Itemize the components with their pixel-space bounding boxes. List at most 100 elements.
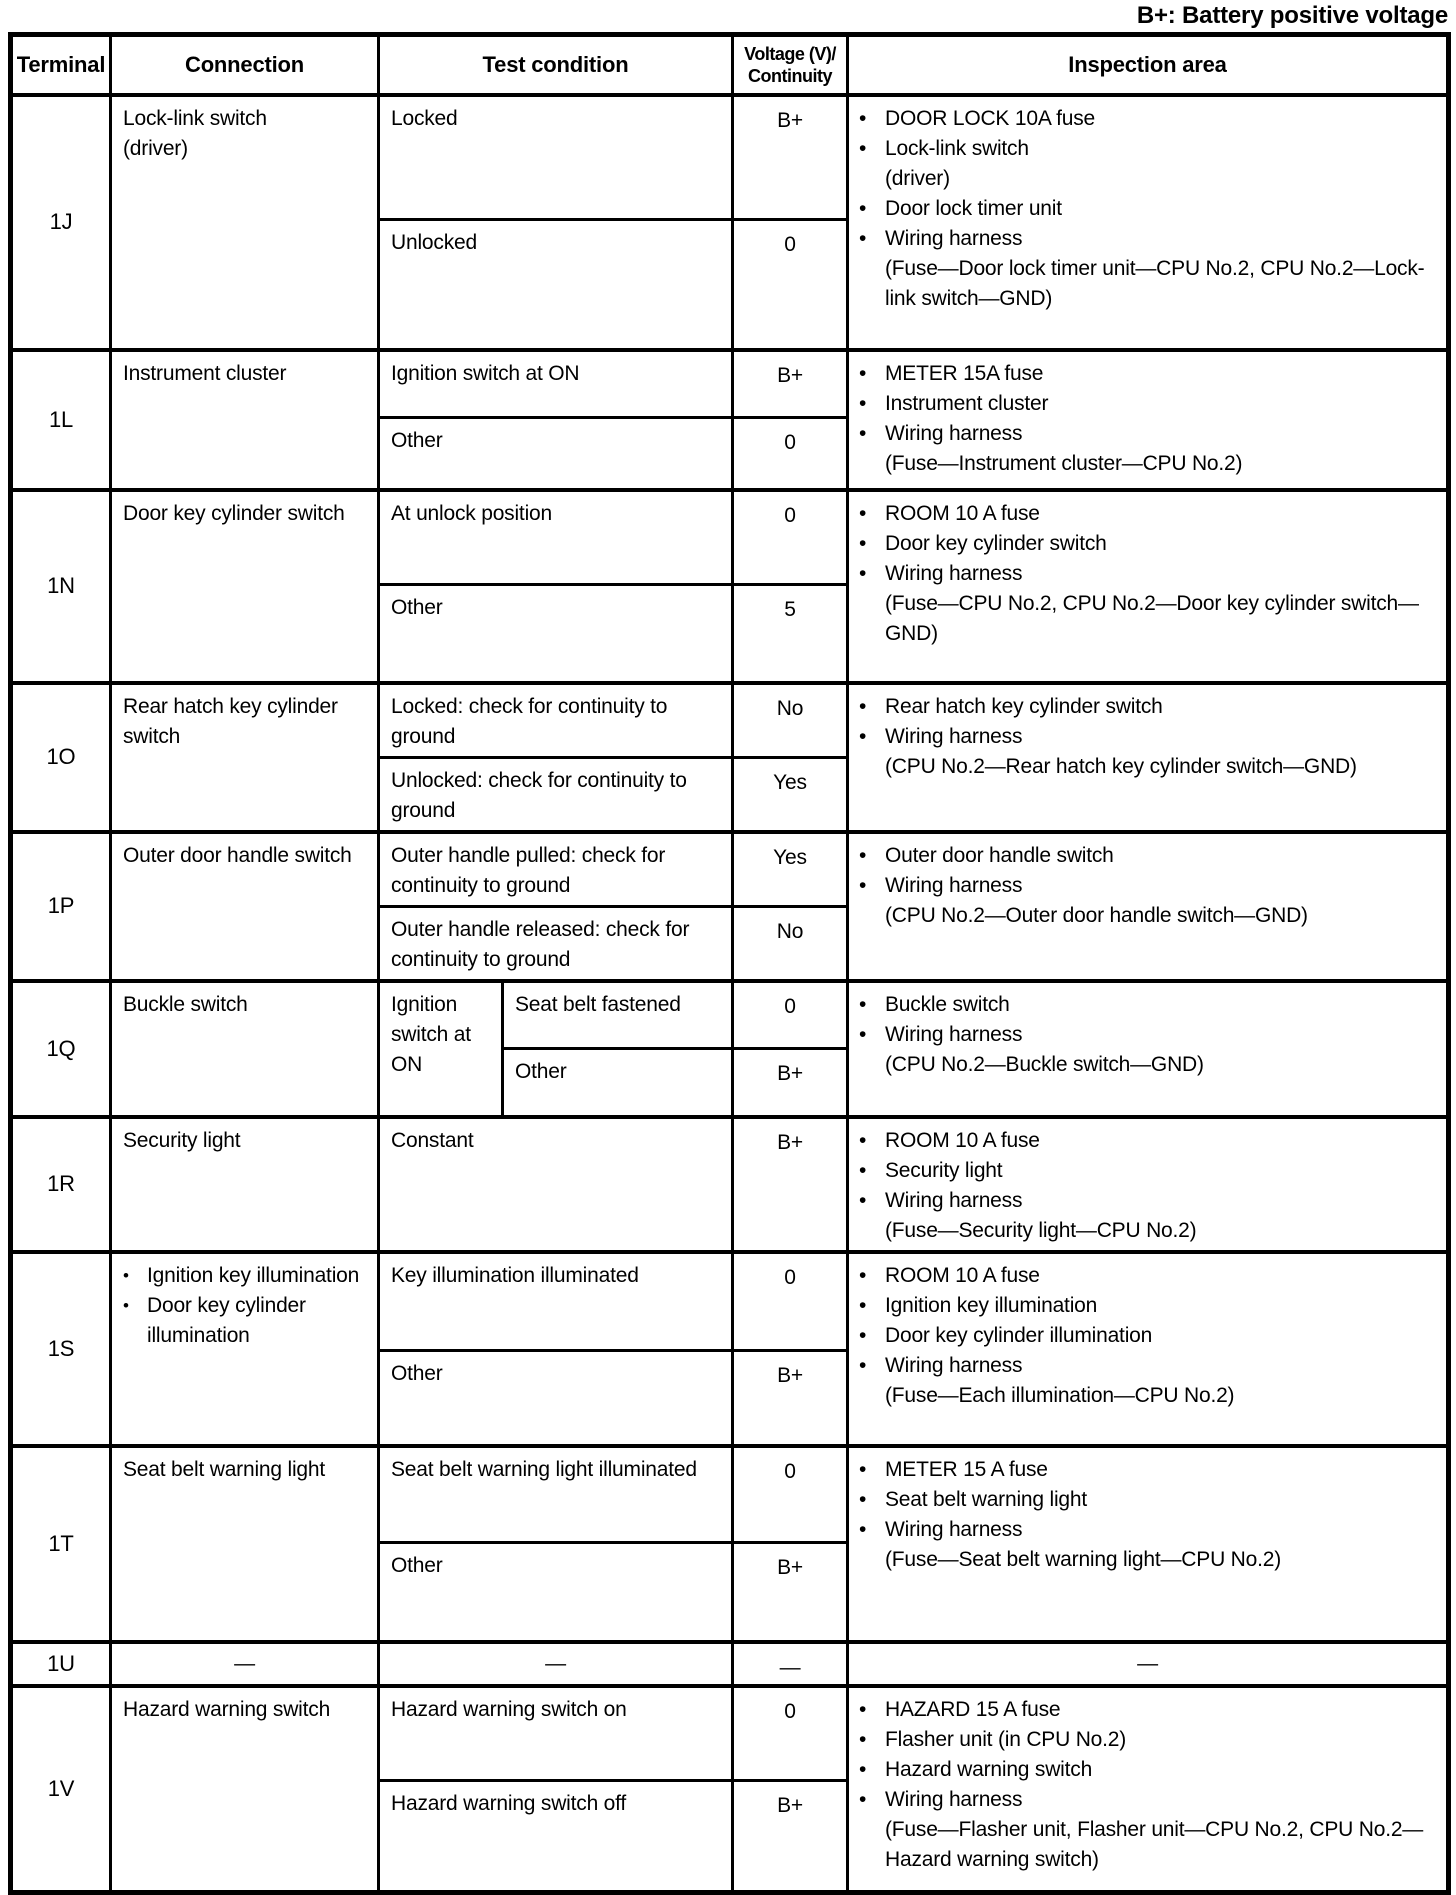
bullet-item: • Door lock timer unit (859, 194, 1440, 224)
connection-line: Door key cylinder switch (123, 501, 345, 525)
test-condition-cell: Outer handle pulled: check for continuit… (377, 829, 734, 908)
terminal-cell: 1O (9, 680, 112, 833)
connection-line: Rear hatch key cylinder switch (123, 694, 338, 748)
bullet-item: • Door key cylinder illumination (859, 1321, 1440, 1351)
bullet-icon: • (859, 531, 867, 555)
inspection-cell: • ROOM 10 A fuse • Door key cylinder switch… (846, 487, 1450, 684)
connection-line: Hazard warning switch (123, 1697, 331, 1721)
table-header: Terminal Connection Test condition Volta… (9, 33, 1450, 97)
voltage-cell: No (731, 905, 849, 982)
voltage-cell: Yes (731, 829, 849, 908)
bullet-icon: • (859, 1757, 867, 1781)
bullet-icon: • (859, 1697, 867, 1721)
table-row: 1N Door key cylinder switch At unlock posi… (9, 487, 1450, 684)
bullet-icon: • (859, 226, 867, 250)
header-row: Terminal Connection Test condition Volta… (9, 33, 1450, 97)
bullet-item: • Wiring harness (859, 419, 1440, 449)
test-condition-cell: Unlocked: check for continuity to ground (377, 756, 734, 833)
bullet-item: • Wiring harness (859, 1785, 1440, 1815)
bullet-item: • ROOM 10 A fuse (859, 1261, 1440, 1291)
bullet-text: Wiring harness (885, 724, 1023, 748)
voltage-cell: 0 (731, 978, 849, 1050)
bullet-text: Hazard warning switch (885, 1757, 1093, 1781)
bullet-item: • METER 15 A fuse (859, 1455, 1440, 1485)
bullet-icon: • (859, 561, 867, 585)
test-condition-cell: Seat belt fastened (501, 978, 734, 1050)
table-row: Unlocked: check for continuity to ground… (11, 756, 1449, 833)
terminal-cell: 1P (9, 829, 112, 982)
bullet-icon: • (859, 1293, 867, 1317)
bullet-item: • ROOM 10 A fuse (859, 499, 1440, 529)
table-row: 1P Outer door handle switch Outer handle p… (9, 829, 1450, 982)
bullet-icon: • (123, 1295, 129, 1315)
table-row: Other B+ (11, 1047, 1449, 1118)
col-header-terminal: Terminal (9, 33, 112, 97)
bullet-text: Door key cylinder switch (885, 531, 1107, 555)
voltage-cell: B+ (731, 1779, 849, 1894)
bullet-icon: • (859, 1128, 867, 1152)
connection-line: Security light (123, 1128, 241, 1152)
terminal-cell: 1U (9, 1639, 112, 1687)
table-row: Other B+ (11, 1541, 1449, 1643)
inspection-cell: • HAZARD 15 A fuse • Flasher unit (in CPU N… (846, 1683, 1450, 1894)
connection-line: (driver) (123, 136, 188, 160)
terminal-cell: 1Q (9, 978, 112, 1118)
voltage-header-line2: Continuity (748, 65, 832, 86)
bullet-continuation: (Fuse—Flasher unit, Flasher unit—CPU No.… (885, 1817, 1424, 1871)
table-row: 1T Seat belt warning light Seat belt warni… (9, 1443, 1450, 1643)
voltage-cell: B+ (731, 1047, 849, 1118)
bullet-text: Wiring harness (885, 1353, 1023, 1377)
voltage-cell: 0 (731, 1249, 849, 1352)
bullet-text: Wiring harness (885, 873, 1023, 897)
connection-line: Seat belt warning light (123, 1457, 326, 1481)
inspection-cell: • METER 15A fuse • Instrument cluster • Wirin… (846, 347, 1450, 491)
test-condition-cell: Unlocked (377, 218, 734, 351)
bullet-item: • Door key cylinder illumination (123, 1291, 371, 1351)
table-row: 1L Instrument cluster Ignition switch at O… (9, 347, 1450, 491)
table-row: Unlocked 0 (11, 218, 1449, 351)
bullet-text: ROOM 10 A fuse (885, 1263, 1040, 1287)
inspection-cell: • DOOR LOCK 10A fuse • Lock-link switch (dri… (846, 92, 1450, 351)
voltage-cell: B+ (731, 92, 849, 221)
col-header-test-condition: Test condition (377, 33, 734, 97)
bullet-icon: • (859, 1787, 867, 1811)
table-row: 1Q Buckle switch Ignition switch at ON Seat… (9, 978, 1450, 1118)
bullet-item: • Wiring harness (859, 1351, 1440, 1381)
connection-cell: — (109, 1639, 380, 1687)
bullet-icon: • (859, 1487, 867, 1511)
inspection-cell: — (846, 1639, 1450, 1687)
bullet-text: HAZARD 15 A fuse (885, 1697, 1061, 1721)
voltage-cell: Yes (731, 756, 849, 833)
bullet-item: • Buckle switch (859, 990, 1440, 1020)
bullet-text: Door key cylinder illumination (885, 1323, 1153, 1347)
bullet-item: • Rear hatch key cylinder switch (859, 692, 1440, 722)
bullet-icon: • (859, 361, 867, 385)
test-condition-cell: Other (501, 1047, 734, 1118)
bullet-item: • Wiring harness (859, 224, 1440, 254)
bullet-item: • Lock-link switch (859, 134, 1440, 164)
terminal-cell: 1R (9, 1114, 112, 1253)
bullet-text: ROOM 10 A fuse (885, 1128, 1040, 1152)
inspection-cell: • ROOM 10 A fuse • Ignition key illuminatio… (846, 1249, 1450, 1447)
voltage-cell: 5 (731, 583, 849, 684)
test-condition-cell: Key illumination illuminated (377, 1249, 734, 1352)
bullet-item: • METER 15A fuse (859, 359, 1440, 389)
test-condition-cell: Hazard warning switch off (377, 1779, 734, 1894)
bullet-text: Ignition key illumination (885, 1293, 1098, 1317)
inspection-cell: • Rear hatch key cylinder switch • Wiring h… (846, 680, 1450, 833)
test-condition-cell: Other (377, 1349, 734, 1447)
bullet-text: METER 15 A fuse (885, 1457, 1048, 1481)
inspection-cell: • Buckle switch • Wiring harness (CPU No.2—B… (846, 978, 1450, 1118)
voltage-cell: 0 (731, 487, 849, 586)
connection-cell: Instrument cluster (109, 347, 380, 491)
bullet-continuation: (CPU No.2—Rear hatch key cylinder switch… (885, 754, 1357, 778)
bullet-item: • Wiring harness (859, 559, 1440, 589)
table-body: 1J Lock-link switch (driver) Locked B+ • DOOR … (9, 92, 1450, 1894)
voltage-cell: 0 (731, 416, 849, 491)
bullet-text: Wiring harness (885, 561, 1023, 585)
table-row: 1V Hazard warning switch Hazard warning sw… (9, 1683, 1450, 1894)
voltage-cell: No (731, 680, 849, 759)
bullet-item: • Hazard warning switch (859, 1755, 1440, 1785)
voltage-cell: 0 (731, 1443, 849, 1544)
bullet-continuation: (Fuse—CPU No.2, CPU No.2—Door key cylind… (885, 591, 1419, 645)
